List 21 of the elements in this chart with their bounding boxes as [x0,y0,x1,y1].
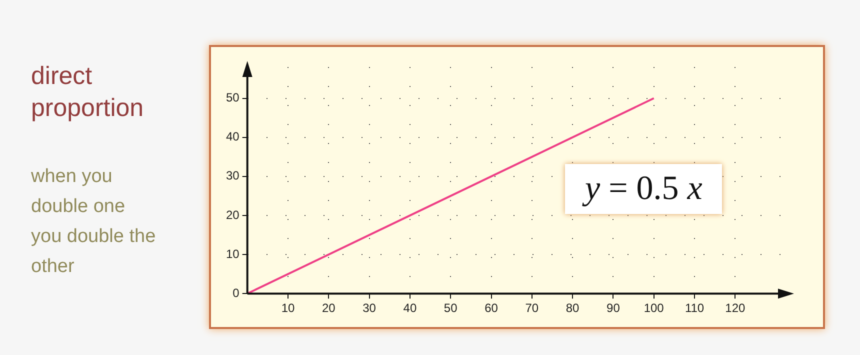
y-tick-label: 40 [226,130,240,144]
x-tick-label: 40 [403,301,417,316]
x-tick-label: 120 [725,301,746,316]
y-tick-label: 20 [226,208,240,222]
y-tick-label: 30 [226,168,240,183]
text: when you double one you double the other [31,165,156,279]
x-tick-label: 20 [322,301,336,316]
x-tick-label: 30 [362,301,376,316]
x-tick-label: 110 [684,301,704,316]
x-tick-label: 60 [484,301,498,316]
y-tick-label: 0 [232,286,240,300]
y-tick-label: 50 [226,90,240,105]
x-tick-label: 80 [566,301,580,316]
chart-title: direct proportion [31,61,145,124]
y-tick-label: 10 [226,246,240,261]
x-tick-label: 10 [281,301,295,316]
x-tick-label: 100 [644,301,664,316]
x-tick-label: 70 [525,301,539,316]
x-tick-label: 50 [444,301,458,316]
annotation: y = 0.5 x [565,164,722,214]
x-tick-label: 90 [606,301,620,316]
